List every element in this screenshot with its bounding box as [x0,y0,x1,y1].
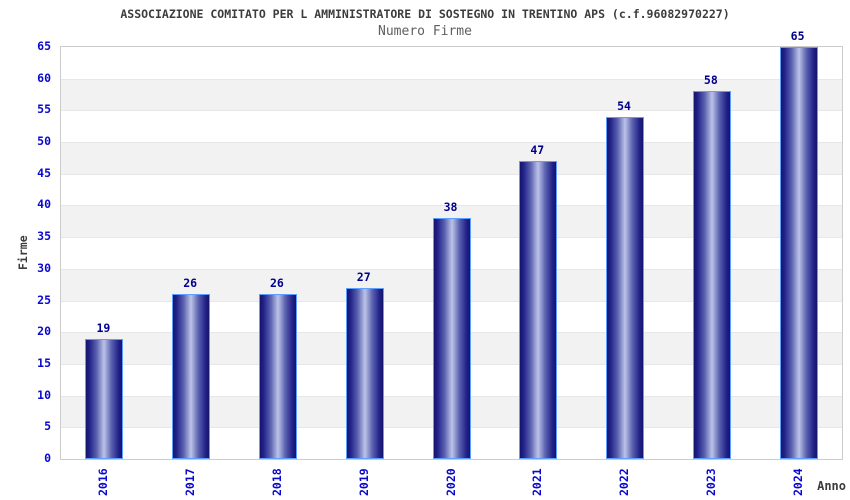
y-tick-label: 40 [37,197,51,212]
x-tick-label: 2020 [443,468,458,496]
plot-area [60,46,843,460]
x-tick-label: 2022 [617,468,632,496]
x-tick-label: 2017 [183,468,198,496]
x-tick-label: 2023 [703,468,718,496]
bar-2022 [606,116,645,459]
bar-2016 [85,338,124,459]
x-tick-label: 2018 [269,468,284,496]
x-tick-label: 2016 [96,468,111,496]
y-tick-label: 60 [37,70,51,85]
bar-value-label: 58 [703,73,718,88]
y-tick-label: 65 [37,39,51,53]
y-tick-label: 25 [37,292,51,307]
y-tick-label: 35 [37,229,51,244]
y-tick-label: 10 [37,387,51,402]
y-tick-label: 0 [44,451,51,465]
x-axis-title: Anno [817,479,846,493]
bar-value-label: 27 [356,269,371,284]
bar-2024 [779,47,818,459]
bar-value-label: 19 [96,320,111,335]
bar-2020 [432,218,471,459]
chart-title: ASSOCIAZIONE COMITATO PER L AMMINISTRATO… [120,7,730,21]
chart-subtitle: Numero Firme [378,24,472,39]
x-tick-label: 2021 [530,468,545,496]
y-tick-label: 30 [37,260,51,275]
y-tick-label: 5 [44,419,51,434]
bar-2018 [258,294,297,459]
bar-2021 [519,161,558,459]
bar-2019 [345,287,384,459]
bar-value-label: 26 [183,276,198,291]
y-tick-label: 15 [37,355,51,370]
x-tick-label: 2019 [356,468,371,496]
bar-2023 [692,91,731,459]
y-tick-label: 20 [37,324,51,339]
grid-band [61,47,842,79]
bar-value-label: 26 [270,276,284,291]
bar-value-label: 38 [443,200,458,215]
y-tick-label: 45 [37,165,51,180]
bar-value-label: 65 [790,29,805,43]
bar-value-label: 54 [617,98,631,113]
bar-value-label: 47 [530,143,545,158]
y-tick-label: 50 [37,134,51,149]
y-tick-label: 55 [37,102,51,117]
bar-2017 [172,294,211,459]
x-tick-label: 2024 [790,468,805,496]
